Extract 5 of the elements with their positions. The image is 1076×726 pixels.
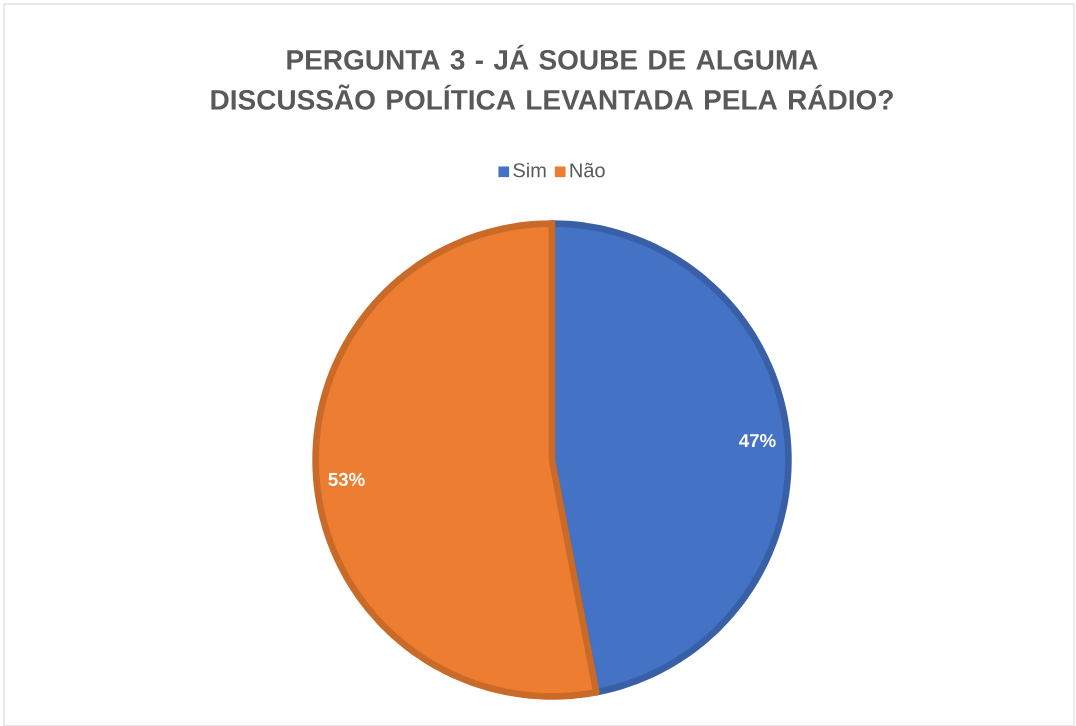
- data-label: 53%: [328, 472, 365, 486]
- legend-label: Não: [570, 162, 605, 178]
- chart-title: PERGUNTA 3 - JÁ SOUBE DE ALGUMA DISCUSSÃO POLÍTICA LEVANTADA PELA RÁDIO?: [211, 44, 893, 110]
- data-label: 47%: [739, 433, 776, 447]
- legend-label: Sim: [513, 162, 546, 178]
